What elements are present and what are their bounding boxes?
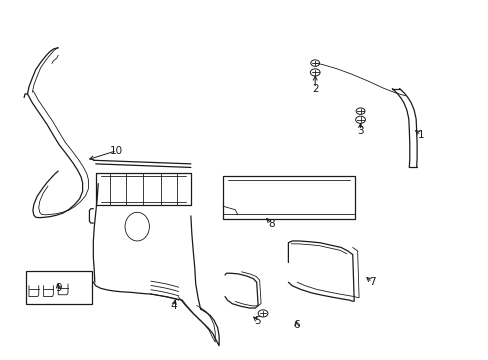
Text: 8: 8 (268, 219, 275, 229)
Bar (223, 176, 354, 219)
Bar (26, 271, 92, 304)
Text: 1: 1 (417, 130, 424, 140)
Text: 6: 6 (293, 320, 299, 330)
Text: 9: 9 (55, 283, 61, 293)
Text: 5: 5 (254, 316, 261, 325)
Text: 3: 3 (357, 126, 363, 135)
Text: 4: 4 (170, 301, 177, 311)
Text: 2: 2 (311, 84, 318, 94)
Text: 10: 10 (110, 145, 123, 156)
Text: 7: 7 (368, 277, 375, 287)
